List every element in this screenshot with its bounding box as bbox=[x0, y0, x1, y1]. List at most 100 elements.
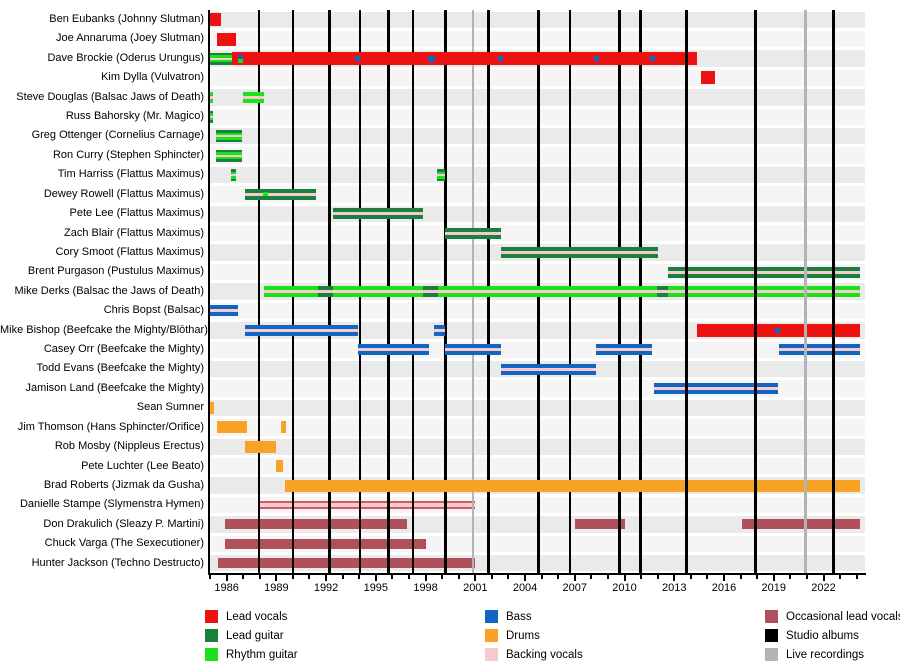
role-marker-bass bbox=[774, 327, 780, 333]
role-stripe-backing_vocals bbox=[210, 309, 239, 313]
major-tick bbox=[524, 575, 527, 581]
member-row-label: Zach Blair (Flattus Maximus) bbox=[64, 226, 204, 239]
role-stripe-drums bbox=[281, 421, 287, 434]
role-stripe-bass bbox=[357, 344, 429, 349]
role-stripe-bass bbox=[778, 351, 861, 356]
role-stripe-backing_vocals bbox=[210, 115, 214, 118]
major-tick bbox=[623, 575, 626, 581]
role-stripe-lead_vocals bbox=[217, 32, 236, 46]
role-stripe-backing_vocals bbox=[215, 154, 243, 157]
legend-column: Occasional lead vocals Studio albums Live … bbox=[765, 607, 900, 664]
timeline-bar bbox=[596, 344, 652, 356]
role-stripe-rhythm_guitar bbox=[437, 176, 446, 179]
timeline-bar bbox=[444, 227, 501, 239]
role-stripe-rhythm_guitar bbox=[230, 171, 236, 175]
legend-swatch-studio_albums bbox=[765, 629, 778, 642]
role-stripe-rhythm_guitar bbox=[215, 132, 243, 136]
role-stripe-backing_vocals bbox=[778, 348, 861, 352]
role-stripe-bass bbox=[497, 56, 503, 62]
role-stripe-rhythm_guitar bbox=[243, 91, 264, 96]
legend-swatch-rhythm_guitar bbox=[205, 648, 218, 661]
major-tick bbox=[275, 575, 278, 581]
role-stripe-backing_vocals bbox=[654, 387, 778, 391]
major-tick bbox=[424, 575, 427, 581]
member-row-label: Chuck Varga (The Sexecutioner) bbox=[44, 537, 204, 550]
timeline-bar bbox=[224, 519, 408, 530]
member-row-label: Casey Orr (Beefcake the Mighty) bbox=[43, 343, 204, 356]
role-stripe-lead_guitar bbox=[230, 169, 236, 172]
member-row-label: Russ Bahorsky (Mr. Magico) bbox=[65, 110, 204, 123]
live-recording-line bbox=[804, 10, 807, 573]
minor-tick bbox=[490, 575, 493, 579]
role-stripe-backing_vocals bbox=[444, 348, 501, 352]
role-stripe-backing_vocals bbox=[317, 290, 333, 293]
minor-tick bbox=[258, 575, 261, 579]
major-tick bbox=[374, 575, 377, 581]
y-axis-line bbox=[208, 10, 210, 575]
studio-album-line bbox=[257, 10, 261, 573]
studio-album-line bbox=[754, 10, 757, 573]
role-stripe-backing_vocals bbox=[501, 251, 658, 255]
timeline-bar bbox=[281, 421, 287, 434]
role-stripe-backing_vocals bbox=[215, 135, 243, 138]
studio-album-line bbox=[685, 10, 688, 573]
role-stripe-drums bbox=[217, 421, 248, 434]
timeline-bar bbox=[244, 324, 358, 336]
role-marker-bass_rhythm bbox=[237, 54, 243, 63]
role-stripe-bass bbox=[650, 56, 656, 62]
role-stripe-backing_vocals bbox=[210, 57, 232, 60]
timeline-bar bbox=[574, 519, 625, 530]
role-stripe-rhythm_guitar bbox=[263, 293, 861, 297]
timeline-bar bbox=[210, 110, 214, 123]
role-stripe-lead_guitar bbox=[332, 215, 424, 220]
legend-swatch-occasional_lead_vocals bbox=[765, 610, 778, 623]
member-row-label: Jim Thomson (Hans Sphincter/Orifice) bbox=[17, 420, 204, 433]
role-stripe-drums bbox=[285, 479, 860, 492]
timeline-bar bbox=[501, 247, 658, 259]
role-stripe-lead_guitar bbox=[444, 234, 501, 239]
timeline-bar bbox=[217, 32, 236, 46]
role-stripe-occasional_lead_vocals bbox=[574, 519, 625, 530]
legend-label: Occasional lead vocals bbox=[786, 610, 900, 623]
legend-swatch-live_recordings bbox=[765, 648, 778, 661]
timeline-bar bbox=[263, 286, 861, 297]
member-row-label: Ron Curry (Stephen Sphincter) bbox=[52, 148, 204, 161]
role-stripe-lead_guitar bbox=[244, 195, 317, 200]
minor-tick bbox=[706, 575, 709, 579]
role-stripe-lead_guitar bbox=[656, 293, 668, 297]
legend-swatch-backing_vocals bbox=[485, 648, 498, 661]
role-stripe-occasional_lead_vocals bbox=[224, 538, 426, 549]
role-stripe-lead_guitar bbox=[437, 169, 446, 172]
timeline-bar bbox=[700, 71, 715, 85]
member-row-label: Chris Bopst (Balsac) bbox=[103, 304, 204, 317]
timeline-bar bbox=[423, 286, 438, 297]
role-stripe-bass bbox=[778, 344, 861, 349]
role-stripe-backing_vocals bbox=[263, 290, 861, 293]
timeline-bar bbox=[210, 13, 221, 27]
minor-tick bbox=[391, 575, 394, 579]
timeline-bar bbox=[218, 558, 476, 569]
timeline-bar bbox=[656, 286, 668, 297]
role-stripe-backing_vocals bbox=[244, 328, 358, 332]
timeline-bar bbox=[243, 91, 264, 103]
role-stripe-rhythm_guitar bbox=[210, 91, 214, 96]
member-row-label: Sean Sumner bbox=[136, 401, 204, 414]
role-stripe-rhythm_guitar bbox=[210, 55, 232, 58]
major-tick bbox=[474, 575, 477, 581]
timeline-bar bbox=[210, 52, 232, 65]
role-marker-bass_wide bbox=[427, 55, 435, 62]
role-stripe-bass bbox=[501, 363, 597, 368]
minor-tick bbox=[590, 575, 593, 579]
minor-tick bbox=[341, 575, 344, 579]
x-axis-line bbox=[208, 573, 866, 575]
x-axis-year-label: 2001 bbox=[463, 582, 488, 594]
minor-tick bbox=[291, 575, 294, 579]
role-stripe-lead_guitar bbox=[437, 178, 446, 182]
role-stripe-lead_guitar bbox=[667, 273, 860, 278]
legend: Lead vocals Lead guitar Rhythm guitar Bass D… bbox=[0, 607, 900, 667]
legend-item: Live recordings bbox=[765, 645, 900, 664]
x-axis-year-label: 2022 bbox=[811, 582, 836, 594]
role-stripe-lead_guitar bbox=[215, 139, 243, 143]
role-stripe-backing_vocals bbox=[437, 174, 446, 177]
role-marker-rhythm bbox=[263, 192, 269, 197]
